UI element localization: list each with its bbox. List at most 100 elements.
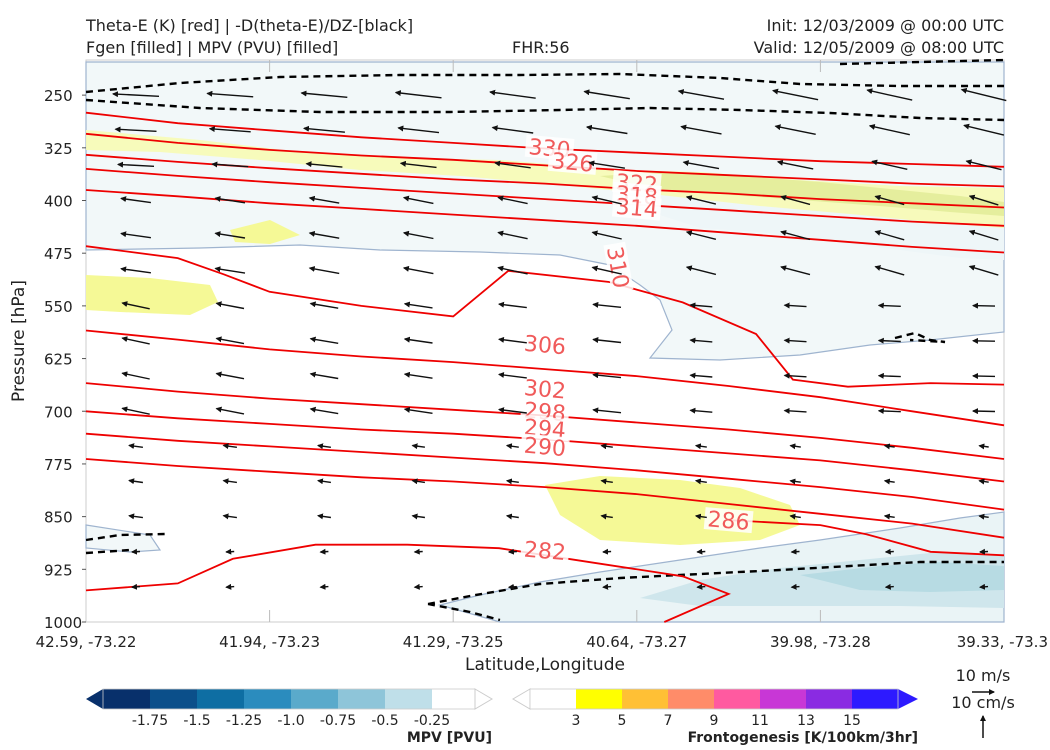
stability-contour-top-right	[839, 58, 1005, 66]
wind-arrow	[208, 126, 251, 133]
fgen-colorbar-seg-4	[714, 689, 760, 709]
wind-arrow	[403, 336, 433, 344]
theta-e-contour-326	[85, 132, 1005, 188]
fgen-fill-upper-core	[600, 172, 1004, 216]
wind-arrow	[682, 160, 720, 170]
fgen-colorbar	[512, 688, 918, 710]
wind-arrow	[413, 583, 423, 590]
theta-e-contour-290	[85, 458, 1005, 539]
theta-e-label-bg	[520, 331, 570, 358]
wind-arrow	[965, 159, 1002, 171]
fgen-colorbar-seg-3	[668, 689, 714, 709]
wind-arrow	[978, 443, 989, 450]
theta-e-label-bg	[611, 194, 662, 221]
wind-arrow	[494, 160, 531, 169]
wind-legend-vertical: 10 cm/s	[951, 693, 1015, 712]
y-tick-label: 250	[44, 87, 73, 105]
wind-arrow	[309, 371, 339, 380]
mpv-colorbar-seg-3	[197, 689, 244, 709]
wind-arrow	[789, 513, 801, 520]
mpv-colorbar-left-extend	[86, 689, 103, 709]
y-tick-label: 1000	[44, 614, 82, 632]
fgen-fill-left	[86, 275, 218, 315]
wind-arrow	[215, 301, 245, 310]
theta-e-contour-314	[85, 189, 1005, 254]
mpv-fill-layer	[85, 61, 1005, 623]
theta-e-contour-282	[85, 543, 731, 623]
wind-arrow	[789, 443, 801, 450]
wind-arrow	[883, 513, 895, 520]
wind-arrow	[397, 125, 440, 134]
stability-dashed-contours	[85, 58, 1005, 622]
wind-arrow	[498, 336, 527, 344]
wind-arrow	[498, 407, 527, 414]
wind-arrow	[317, 513, 331, 520]
wind-arrow	[783, 337, 807, 344]
wind-arrow	[413, 548, 423, 555]
wind-arrow	[602, 583, 612, 590]
wind-arrow	[498, 301, 527, 309]
wind-arrow	[214, 196, 246, 204]
wind-arrow	[222, 478, 237, 485]
wind-arrow	[600, 513, 613, 520]
mpv-fill-left-low	[85, 524, 162, 553]
theta-e-label-bg	[703, 507, 754, 534]
wind-arrow	[309, 406, 339, 415]
fgen-tick-label: 3	[572, 713, 581, 729]
wind-arrow	[960, 87, 1007, 102]
x-axis-ticks: 42.59, -73.22 41.94, -73.23 41.29, -73.25 4…	[36, 60, 1048, 651]
wind-arrow	[131, 548, 141, 555]
wind-arrow	[505, 443, 519, 450]
wind-arrow	[225, 548, 235, 555]
y-tick-label: 625	[44, 351, 73, 369]
mpv-fill-lower-core	[800, 562, 1004, 592]
theta-e-contour-306	[85, 329, 1005, 427]
fgen-tick-label: 11	[751, 713, 769, 729]
mpv-colorbar-ticks: -1.75 -1.5 -1.25 -1.0 -0.75 -0.5 -0.25	[132, 713, 450, 729]
wind-arrow	[214, 231, 246, 239]
stability-contour-upper	[85, 98, 1005, 122]
theta-e-label-bg	[603, 241, 634, 293]
wind-arrow	[112, 91, 160, 98]
wind-arrow	[874, 265, 905, 276]
forecast-hour: FHR:56	[512, 38, 570, 57]
wind-arrow	[497, 230, 528, 240]
wind-arrow	[883, 443, 895, 450]
mpv-colorbar-label: MPV [PVU]	[407, 730, 492, 746]
wind-arrow	[689, 407, 713, 414]
wind-arrow	[780, 230, 811, 241]
wind-arrow	[402, 265, 434, 275]
wind-arrow	[600, 478, 613, 485]
x-tick-label: 41.29, -73.25	[403, 633, 504, 651]
x-tick-label: 39.98, -73.28	[770, 633, 871, 651]
wind-arrow	[403, 371, 433, 379]
stability-contour-left-low	[85, 532, 166, 542]
wind-arrow	[507, 548, 517, 555]
mpv-tick-label: -1.0	[277, 713, 304, 729]
wind-arrow	[225, 583, 235, 590]
stability-contour-bottom-2	[427, 602, 501, 622]
wind-arrow	[491, 125, 534, 134]
wind-arrow	[505, 478, 519, 485]
fgen-colorbar-left-extend	[512, 688, 531, 710]
wind-arrow	[685, 265, 717, 276]
wind-arrow	[215, 406, 245, 415]
wind-arrow	[866, 88, 913, 101]
wind-arrow	[591, 230, 622, 240]
wind-arrow	[696, 548, 706, 555]
mpv-colorbar-seg-6	[338, 689, 385, 709]
wind-arrow	[591, 195, 622, 205]
theta-e-labels: 330326322318314310306302298294290286282	[520, 134, 754, 566]
mpv-colorbar-seg-2	[150, 689, 197, 709]
x-tick-label: 41.94, -73.23	[219, 633, 320, 651]
wind-arrow	[783, 372, 807, 379]
wind-arrow	[600, 443, 613, 450]
wind-arrow	[128, 513, 143, 520]
theta-e-label-bg	[520, 375, 570, 402]
wind-arrow	[877, 408, 901, 415]
wind-arrow	[215, 336, 245, 345]
wind-arrow	[411, 478, 426, 485]
x-tick-label: 40.64, -73.27	[586, 633, 687, 651]
x-tick-label: 39.33, -73.3	[957, 633, 1048, 651]
